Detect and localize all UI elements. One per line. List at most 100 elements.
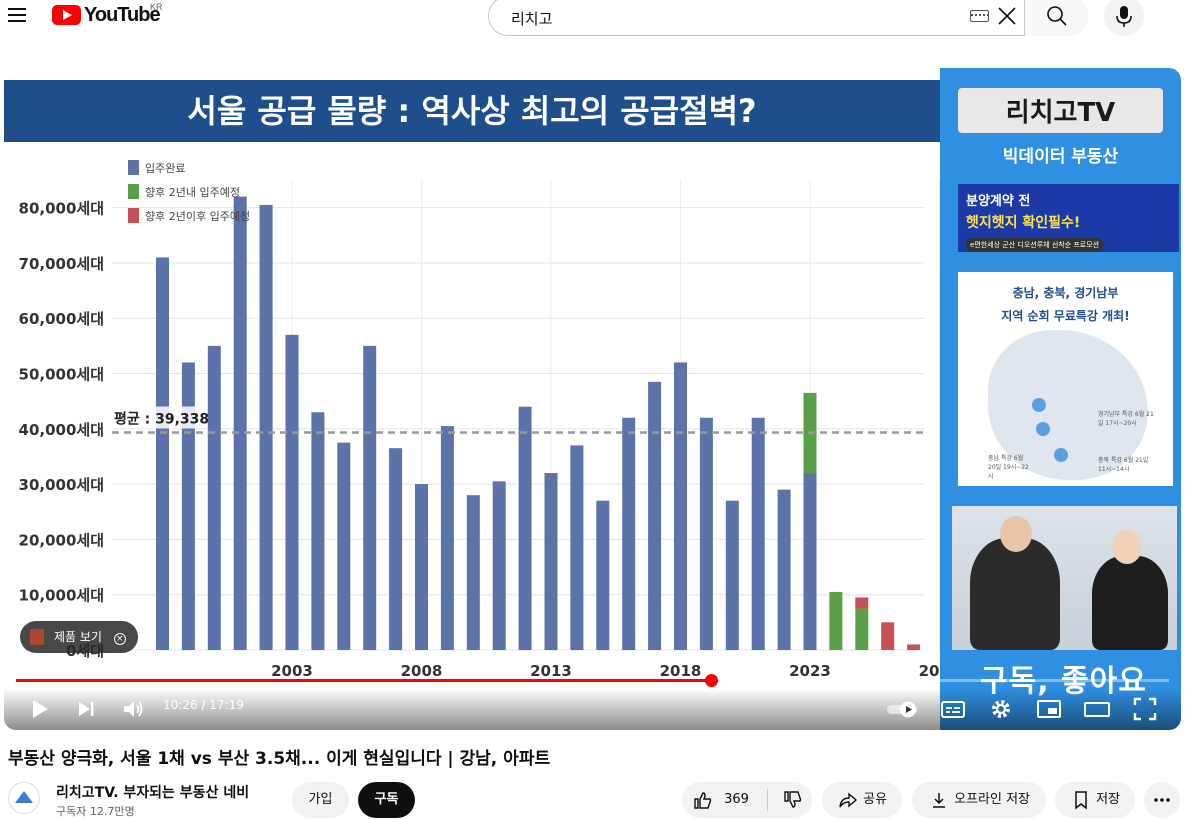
x-tick-label: 2018 (660, 662, 702, 680)
bar-2003-0 (285, 334, 299, 650)
channel-brand-title: 리치고TV (958, 88, 1163, 133)
ad-banner-seminar: 충남, 충북, 경기남부 지역 순회 무료특강 개최! 경기남부 특강 6월 2… (958, 272, 1173, 486)
bar-2004-0 (311, 412, 325, 650)
bar-2026-2 (881, 622, 895, 650)
bar-2002-0 (259, 204, 273, 650)
bar-2009-0 (440, 426, 454, 650)
bar-2014-0 (570, 445, 584, 650)
bar-2015-0 (596, 500, 610, 650)
progress-bar[interactable] (16, 674, 1169, 687)
product-view-button[interactable]: 제품 보기 × (20, 621, 138, 653)
ad2-line1: 충남, 충북, 경기남부 (1012, 286, 1119, 300)
subscribe-like-overlay: 구독, 좋아요 (980, 664, 1147, 699)
share-icon (839, 791, 858, 808)
bar-2024-1 (829, 591, 843, 650)
search-button[interactable] (1024, 0, 1088, 36)
youtube-logo[interactable]: YouTube (52, 4, 161, 26)
host-man (970, 538, 1060, 650)
share-button[interactable]: 공유 (822, 782, 902, 818)
autoplay-toggle[interactable] (886, 694, 920, 724)
product-view-label: 제품 보기 (54, 630, 102, 644)
play-button[interactable] (25, 694, 55, 724)
bar-2017-0 (648, 381, 662, 650)
dislike-icon[interactable] (782, 789, 804, 811)
masthead: YouTube KR (0, 0, 1186, 56)
bar-2012-0 (518, 406, 532, 650)
bar-1999-0 (181, 362, 195, 650)
subtitles-icon[interactable] (938, 694, 968, 724)
host-man-face (1000, 516, 1032, 552)
seminar-note-chungnam: 충남 특강 6월 20일 19시~22시 (988, 455, 1029, 480)
volume-icon[interactable] (118, 694, 148, 724)
fullscreen-icon[interactable] (1130, 694, 1160, 724)
ad2-line2: 지역 순회 무료특강 개최! (1001, 309, 1130, 323)
x-tick-label: 2023 (789, 662, 831, 680)
like-count[interactable]: 369 (724, 792, 749, 807)
ad1-line2: 헷지헷지 확인필수! (966, 215, 1081, 231)
channel-name[interactable]: 리치고TV. 부자되는 부동산 네비 (56, 785, 250, 801)
search-input[interactable] (489, 0, 1087, 35)
supply-bar-chart: 0세대10,000세대20,000세대30,000세대40,000세대50,00… (19, 160, 940, 680)
bar-2016-0 (622, 417, 636, 650)
region-map (988, 330, 1148, 480)
y-tick-label: 60,000세대 (19, 310, 104, 328)
bar-2020-0 (725, 500, 739, 650)
host-woman (1092, 556, 1168, 650)
like-icon[interactable] (692, 789, 714, 811)
bar-2021-0 (751, 417, 765, 650)
settings-gear-icon[interactable] (986, 694, 1016, 724)
miniplayer-icon[interactable] (1034, 694, 1064, 724)
legend-swatch (128, 208, 139, 223)
legend-label: 향후 2년이후 입주예정 (145, 210, 250, 223)
legend-label: 향후 2년내 입주예정 (145, 186, 240, 199)
bar-2023-0 (803, 473, 817, 650)
seminar-note-gyeonggi: 경기남부 특강 6월 21일 17시~20시 (1098, 411, 1154, 427)
subscribe-button[interactable]: 구독 (358, 782, 415, 818)
more-actions-button[interactable] (1144, 782, 1180, 818)
host-woman-face (1112, 530, 1142, 564)
bar-2018-0 (674, 362, 687, 650)
voice-search-button[interactable] (1104, 0, 1144, 36)
menu-button[interactable] (4, 2, 32, 30)
x-tick-label: 2013 (530, 662, 572, 680)
y-tick-label: 50,000세대 (19, 366, 104, 384)
channel-logo-icon (15, 791, 33, 803)
hosts-camera (952, 506, 1177, 650)
average-label: 평균 : 39,338 (114, 410, 209, 427)
join-button[interactable]: 가입 (292, 782, 349, 818)
bookmark-icon (1075, 790, 1087, 810)
player-controls: 10:26 / 17:19 (4, 688, 1181, 730)
channel-avatar[interactable] (8, 782, 40, 814)
video-title: 부동산 양극화, 서울 1채 vs 부산 3.5채... 이게 현실입니다 | … (8, 749, 551, 769)
seminar-note-chungbuk: 충북 특강 6월 21일 11시~14시 (1098, 457, 1149, 473)
product-icon (30, 629, 44, 645)
share-label: 공유 (863, 792, 888, 807)
search-box (488, 0, 1088, 36)
channel-brand-subtitle: 빅데이터 부동산 (1002, 147, 1119, 167)
next-button[interactable] (71, 694, 101, 724)
ad1-line3: e편한세상 군산 디오션루체 선착순 프로모션 (966, 238, 1104, 252)
microphone-icon (1116, 6, 1132, 27)
theater-mode-icon[interactable] (1082, 694, 1112, 724)
bar-1998-0 (156, 257, 169, 650)
save-button[interactable]: 저장 (1055, 782, 1135, 818)
y-tick-label: 80,000세대 (19, 200, 104, 218)
y-tick-label: 10,000세대 (19, 587, 104, 605)
average-label-bg (110, 406, 206, 429)
keyboard-icon[interactable] (970, 10, 989, 22)
more-icon (1154, 797, 1170, 802)
legend-swatch (128, 160, 139, 175)
bar-2027-2 (907, 644, 921, 650)
scrubber-handle[interactable] (705, 674, 719, 687)
time-display: 10:26 / 17:19 (163, 698, 244, 712)
clear-search-icon[interactable] (996, 5, 1018, 27)
search-icon (1047, 6, 1067, 26)
video-player[interactable]: 서울 공급 물량 : 역사상 최고의 공급절벽? 0세대10,000세대20,0… (4, 68, 1181, 730)
bar-2001-0 (233, 196, 247, 650)
close-icon[interactable]: × (113, 633, 126, 645)
map-dot (1054, 448, 1068, 462)
bar-2005-0 (337, 442, 351, 650)
download-button[interactable]: 오프라인 저장 (912, 782, 1046, 818)
slide-title: 서울 공급 물량 : 역사상 최고의 공급절벽? (4, 80, 940, 142)
x-tick-label: 2008 (401, 662, 443, 680)
